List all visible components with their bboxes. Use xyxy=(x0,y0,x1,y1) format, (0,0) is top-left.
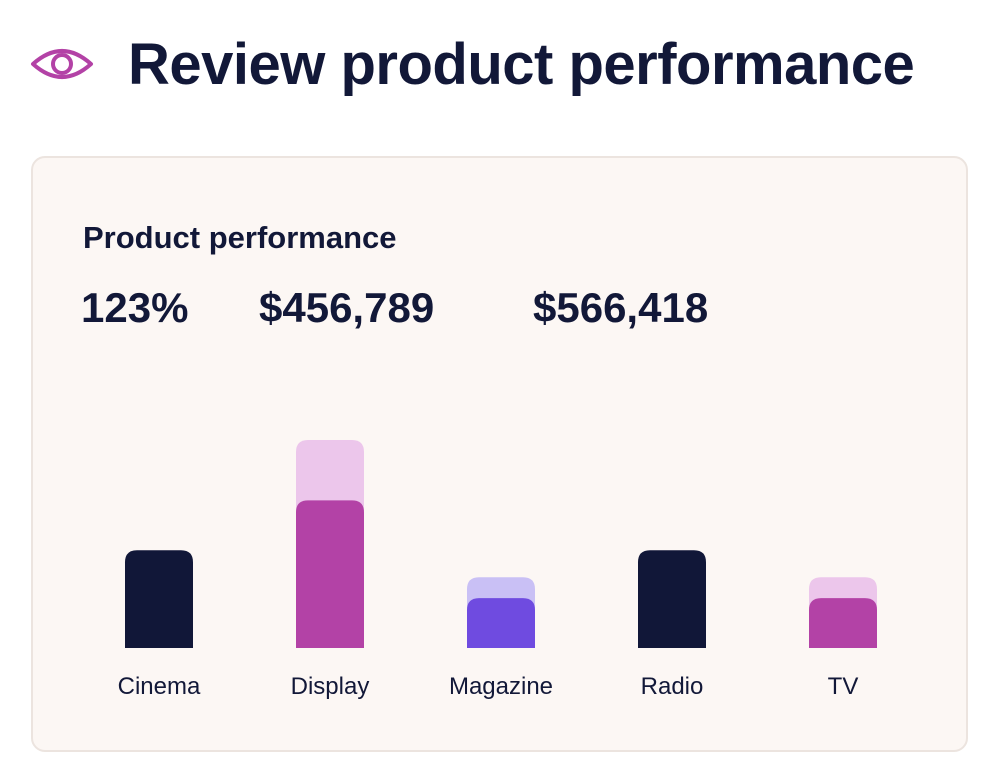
x-tick-label-magazine: Magazine xyxy=(449,673,553,700)
x-tick-label-tv: TV xyxy=(828,673,859,700)
bar-actual-cinema xyxy=(125,550,193,648)
bar-chart: Cinema Display Magazine Radio TV xyxy=(118,440,877,700)
product-performance-card: Product performance 123% $456,789 $566,4… xyxy=(31,156,968,752)
eye-icon xyxy=(31,49,93,79)
page-title: Review product performance xyxy=(128,31,915,97)
x-tick-label-radio: Radio xyxy=(641,673,704,700)
page-header: Review product performance xyxy=(30,24,915,104)
x-tick-label-cinema: Cinema xyxy=(118,673,201,700)
card-title: Product performance xyxy=(83,220,397,255)
metric-percentage: 123% xyxy=(81,284,189,331)
bar-actual-radio xyxy=(638,550,706,648)
bar-actual-magazine xyxy=(467,598,535,648)
x-tick-label-display: Display xyxy=(291,673,370,700)
metric-value-2: $566,418 xyxy=(533,284,709,331)
bar-actual-display xyxy=(296,500,364,648)
bar-actual-tv xyxy=(809,598,877,648)
metric-value-1: $456,789 xyxy=(259,284,435,331)
